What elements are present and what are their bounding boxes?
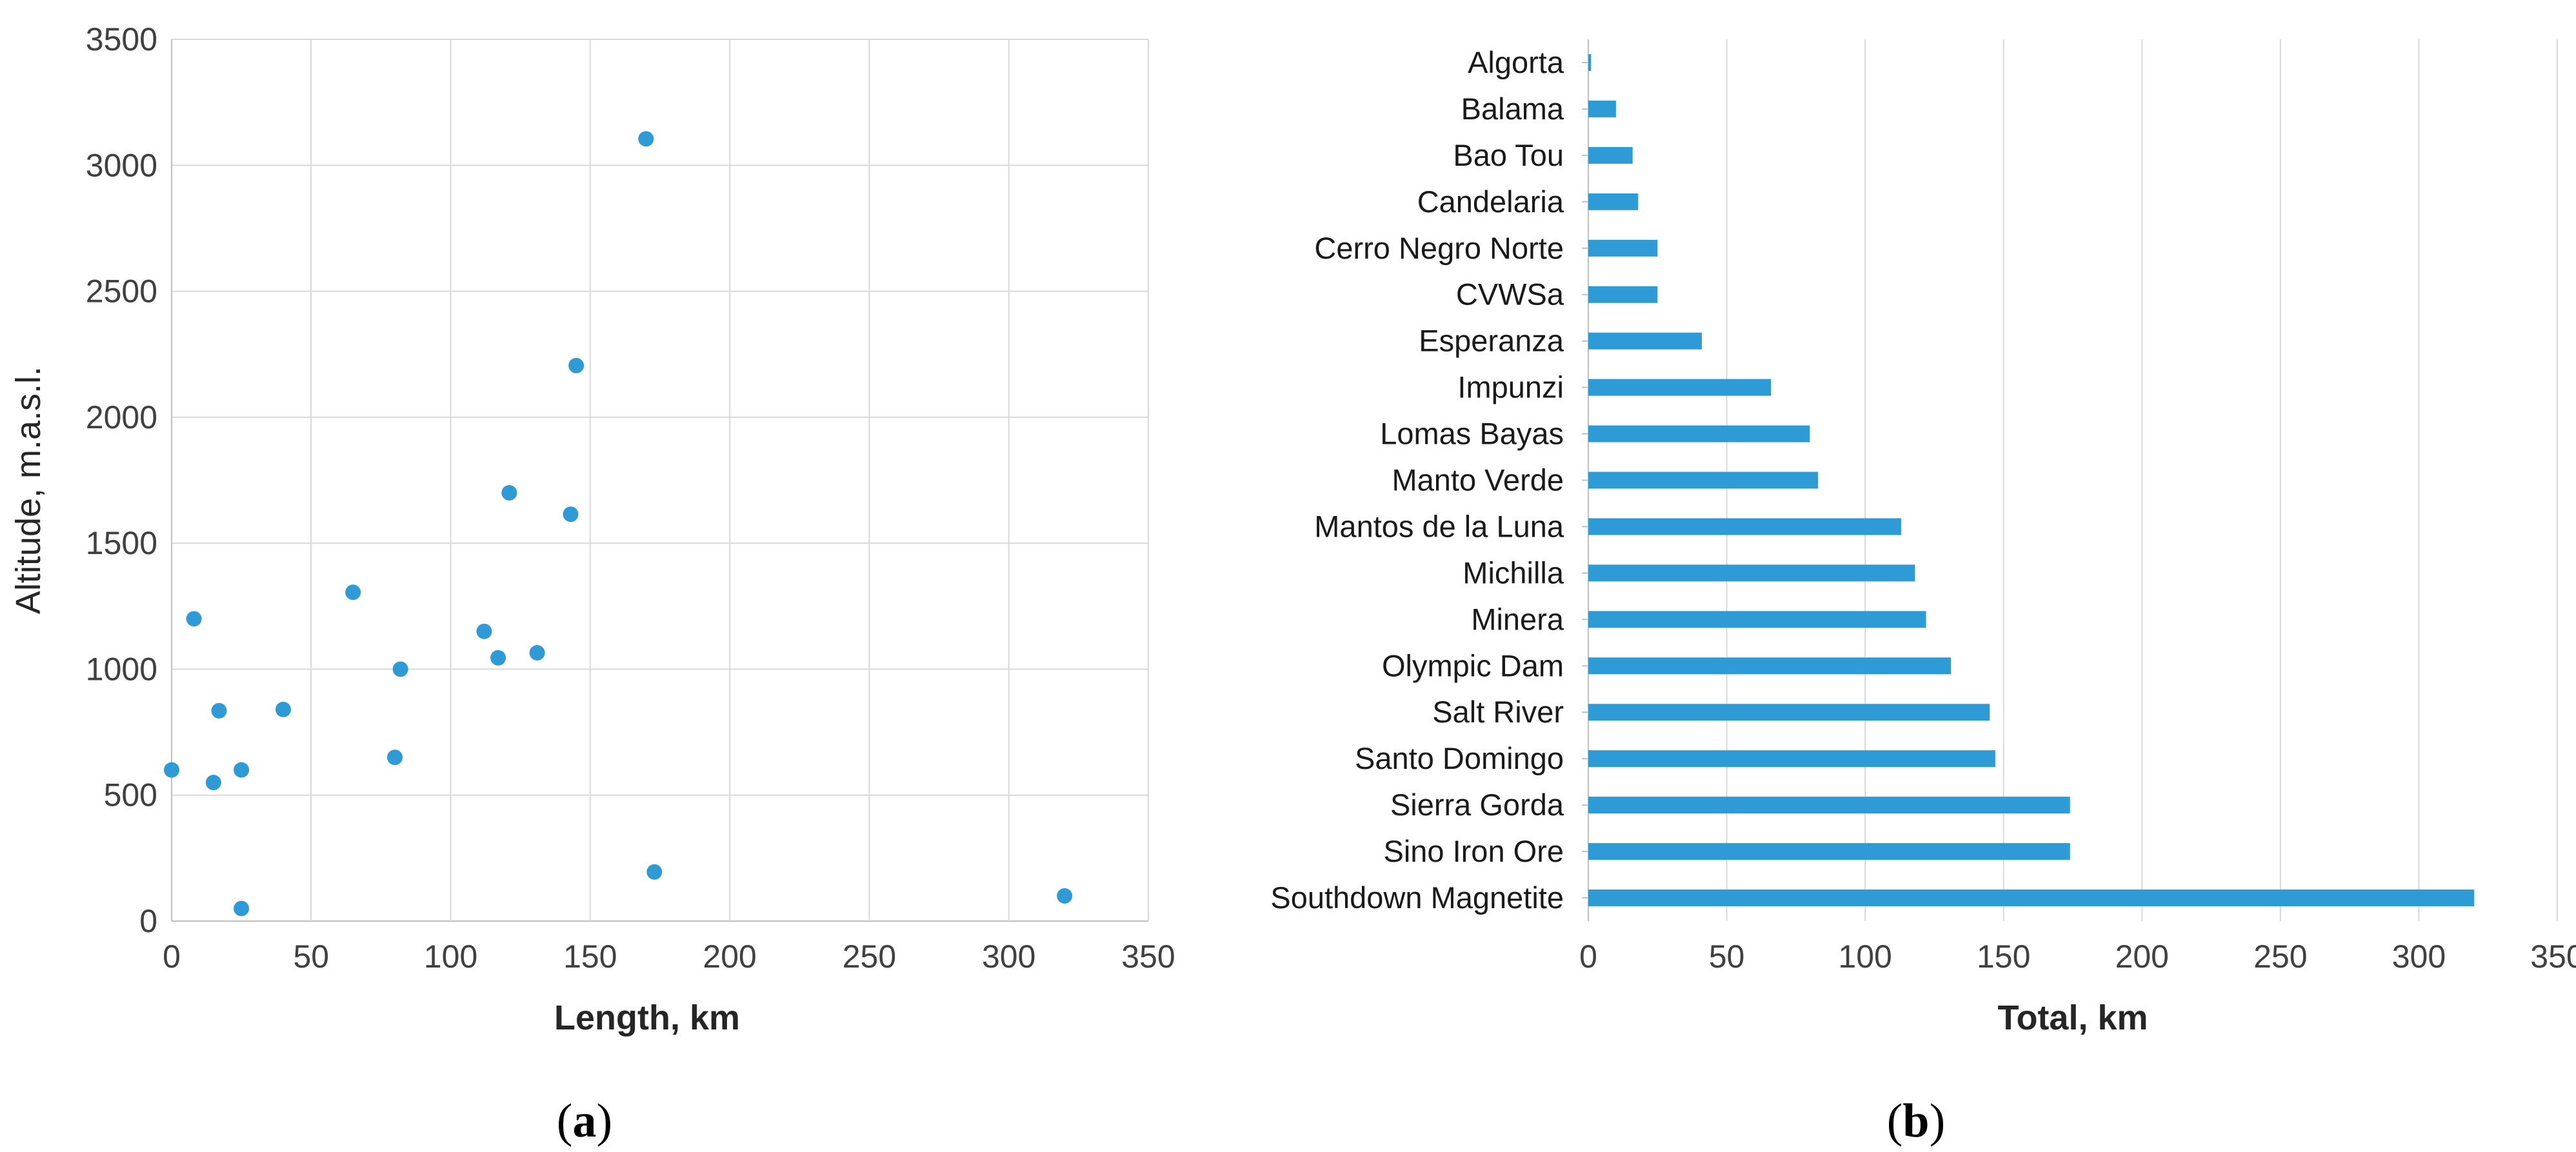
category-label: Minera — [1471, 602, 1564, 636]
x-tick-label: 250 — [843, 938, 896, 975]
x-tick-label: 350 — [1121, 938, 1175, 975]
bar — [1588, 239, 1658, 257]
scatter-point — [275, 701, 292, 717]
bar — [1588, 54, 1592, 71]
scatter-gridlines — [171, 39, 1149, 922]
x-tick-label: 300 — [982, 938, 1035, 975]
panel-label-b: (b) — [1887, 1095, 1945, 1147]
bar — [1588, 750, 1995, 768]
bar — [1588, 518, 1901, 535]
bar-panel: 0 50 100 150 200 250 300 350 Algorta Balama Bao T… — [1270, 39, 2576, 1037]
scatter-point — [345, 584, 361, 601]
x-axis-title: Length, km — [554, 998, 740, 1037]
category-label: Southdown Magnetite — [1270, 880, 1564, 915]
category-label: Manto Verde — [1392, 463, 1564, 497]
category-label: Cerro Negro Norte — [1314, 231, 1564, 265]
scatter-point — [164, 762, 179, 778]
x-tick-label: 150 — [1977, 938, 2030, 975]
scatter-point — [563, 506, 579, 522]
x-tick-label: 200 — [2115, 938, 2169, 975]
scatter-point — [529, 645, 545, 661]
scatter-point — [490, 650, 506, 666]
category-label: CVWSa — [1456, 277, 1564, 312]
category-label: Sierra Gorda — [1390, 788, 1564, 822]
panel-letter-a: a — [573, 1095, 597, 1147]
bar — [1588, 193, 1639, 210]
x-tick-label: 100 — [424, 938, 477, 975]
bar — [1588, 425, 1810, 442]
panel-letter-b: b — [1902, 1095, 1929, 1147]
bar-series — [1588, 54, 2475, 907]
scatter-point — [387, 750, 403, 766]
scatter-point — [392, 661, 408, 677]
bar — [1588, 146, 1633, 164]
y-tick-label: 0 — [139, 903, 157, 939]
y-tick-label: 500 — [104, 777, 157, 813]
bar — [1588, 564, 1915, 582]
y-tick-label: 2500 — [86, 273, 157, 310]
category-label: Michilla — [1463, 555, 1564, 590]
bar — [1588, 889, 2475, 907]
bar — [1588, 100, 1616, 117]
scatter-point — [186, 611, 202, 627]
category-label: Olympic Dam — [1382, 648, 1564, 682]
category-label: Esperanza — [1419, 324, 1564, 358]
bar — [1588, 797, 2070, 814]
category-label: Mantos de la Luna — [1314, 509, 1564, 543]
scatter-point — [501, 485, 517, 501]
bar-category-labels: Algorta Balama Bao Tou Candelaria Cerro Negr… — [1270, 45, 1564, 915]
x-tick-label: 0 — [163, 938, 181, 975]
panel-label-a: (a) — [557, 1095, 612, 1147]
scatter-point — [1057, 888, 1073, 904]
x-tick-label: 100 — [1838, 938, 1892, 975]
x-tick-label: 200 — [703, 938, 756, 975]
scatter-point — [568, 357, 584, 373]
y-tick-label: 3000 — [86, 147, 157, 183]
scatter-point — [234, 762, 250, 778]
category-label: Santo Domingo — [1355, 741, 1564, 775]
x-tick-label: 0 — [1579, 938, 1597, 975]
bar — [1588, 843, 2070, 860]
x-tick-label: 250 — [2253, 938, 2307, 975]
x-tick-label: 300 — [2392, 938, 2446, 975]
scatter-point — [638, 131, 654, 147]
category-label: Salt River — [1432, 695, 1564, 729]
scatter-point — [234, 900, 250, 917]
bar — [1588, 379, 1772, 396]
bar-tick-labels: 0 50 100 150 200 250 300 350 — [1579, 938, 2576, 975]
category-label: Balama — [1461, 92, 1564, 126]
scatter-point — [646, 864, 663, 880]
scatter-tick-labels: 0 500 1000 1500 2000 2500 3000 3500 0 50 100 150 200… — [86, 21, 1175, 975]
y-tick-label: 1500 — [86, 525, 157, 561]
category-label: Bao Tou — [1453, 138, 1564, 172]
bar — [1588, 332, 1702, 350]
scatter-panel: 0 500 1000 1500 2000 2500 3000 3500 0 50 100 150 200… — [9, 21, 1175, 1037]
category-label: Lomas Bayas — [1380, 417, 1564, 451]
bar — [1588, 472, 1819, 489]
x-tick-label: 350 — [2530, 938, 2576, 975]
scatter-point — [476, 623, 492, 639]
category-label: Sino Iron Ore — [1383, 834, 1564, 868]
scatter-point — [211, 702, 227, 719]
bar — [1588, 611, 1926, 628]
scatter-points — [164, 131, 1073, 917]
bar — [1588, 657, 1952, 675]
category-label: Candelaria — [1417, 184, 1564, 219]
y-tick-label: 3500 — [86, 21, 157, 57]
x-axis-title: Total, km — [1997, 998, 2148, 1037]
category-label: Impunzi — [1457, 370, 1564, 404]
x-tick-label: 150 — [563, 938, 617, 975]
y-tick-label: 1000 — [86, 651, 157, 687]
x-tick-label: 50 — [293, 938, 329, 975]
x-tick-label: 50 — [1709, 938, 1745, 975]
category-label: Algorta — [1468, 45, 1564, 79]
y-axis-title: Altitude, m.a.s.l. — [9, 366, 48, 614]
bar — [1588, 286, 1658, 303]
y-tick-label: 2000 — [86, 399, 157, 435]
scatter-point — [205, 775, 221, 791]
bar — [1588, 704, 1990, 721]
